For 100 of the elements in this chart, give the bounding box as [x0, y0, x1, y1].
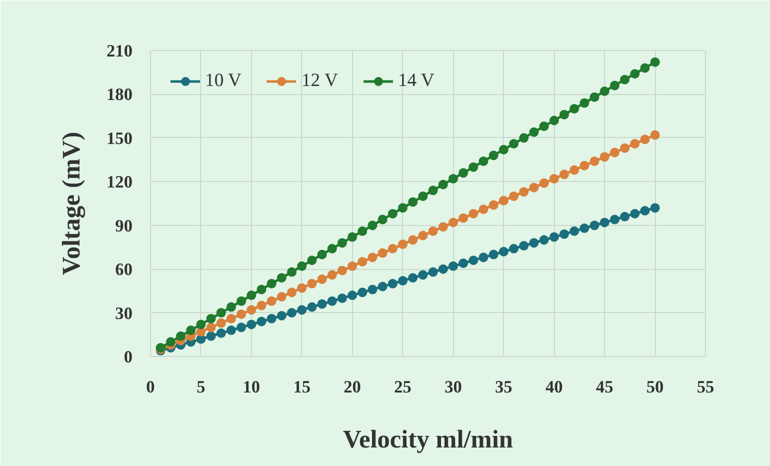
point	[266, 314, 276, 324]
point	[327, 270, 337, 280]
point	[549, 116, 559, 126]
point	[358, 226, 368, 236]
point	[458, 258, 468, 268]
point	[236, 310, 246, 319]
x-tick-label: 35	[495, 378, 513, 396]
point	[549, 174, 559, 184]
point	[590, 92, 600, 102]
point	[488, 250, 498, 260]
point	[297, 305, 307, 315]
point	[256, 316, 266, 326]
x-tick-label: 30	[444, 378, 462, 396]
point	[650, 130, 660, 140]
point	[226, 302, 236, 312]
point	[468, 208, 478, 218]
point	[327, 244, 337, 254]
y-tick-label: 150	[106, 128, 133, 148]
point	[640, 134, 650, 144]
x-tick-label: 25	[394, 378, 412, 396]
point	[600, 86, 610, 96]
point	[529, 182, 539, 192]
point	[448, 218, 458, 228]
point	[317, 274, 327, 284]
point	[488, 200, 498, 210]
x-tick-label: 10	[242, 378, 260, 396]
point	[539, 122, 549, 132]
point	[509, 139, 519, 148]
point	[650, 57, 660, 67]
point	[478, 156, 488, 166]
point	[650, 203, 660, 213]
y-tick-label: 0	[124, 348, 133, 366]
point	[327, 296, 337, 306]
legend-label: 14 V	[398, 70, 434, 92]
point	[266, 278, 276, 288]
point	[509, 191, 519, 201]
point	[246, 305, 256, 315]
point	[539, 235, 549, 245]
point	[398, 240, 408, 250]
point	[226, 314, 236, 324]
point	[468, 162, 478, 172]
point	[600, 218, 610, 228]
point	[368, 220, 378, 230]
point	[236, 296, 246, 306]
point	[236, 322, 246, 332]
point	[348, 232, 358, 242]
x-tick-label: 45	[596, 378, 614, 396]
point	[297, 261, 307, 271]
point	[368, 284, 378, 294]
point	[620, 212, 630, 222]
point	[317, 299, 327, 309]
point	[378, 214, 388, 224]
point	[498, 196, 508, 206]
point	[620, 74, 630, 84]
point	[398, 276, 408, 286]
point	[559, 229, 569, 239]
y-tick-label: 60	[115, 260, 132, 280]
point	[519, 241, 529, 250]
x-tick-label: 40	[545, 378, 563, 396]
point	[620, 143, 630, 153]
point	[418, 230, 428, 240]
point	[307, 302, 317, 312]
point	[246, 290, 256, 300]
point	[348, 261, 358, 271]
point	[287, 308, 297, 318]
point	[438, 222, 448, 232]
point	[256, 284, 266, 294]
point	[287, 267, 297, 277]
point	[408, 235, 418, 245]
x-tick-label: 55	[696, 378, 714, 396]
x-tick-label: 5	[196, 378, 206, 396]
point	[559, 110, 569, 120]
point	[580, 160, 590, 170]
point	[337, 238, 347, 248]
point	[509, 244, 519, 254]
point	[570, 104, 580, 114]
point	[307, 278, 317, 288]
point	[438, 180, 448, 190]
point	[216, 328, 226, 338]
point	[428, 226, 438, 236]
point	[317, 250, 327, 260]
point	[448, 174, 458, 184]
point	[398, 203, 408, 213]
point	[468, 256, 478, 266]
point	[529, 238, 539, 248]
point	[590, 156, 600, 166]
point	[478, 252, 488, 262]
legend-label: 12 V	[301, 70, 338, 92]
point	[206, 322, 216, 332]
point	[166, 337, 176, 347]
point	[418, 191, 428, 201]
point	[610, 80, 620, 90]
point	[206, 314, 216, 324]
point	[519, 133, 529, 143]
point	[570, 226, 580, 236]
point	[307, 256, 317, 266]
point	[196, 320, 206, 330]
legend-label: 10 V	[205, 70, 242, 92]
point	[448, 261, 458, 271]
point	[276, 292, 286, 302]
